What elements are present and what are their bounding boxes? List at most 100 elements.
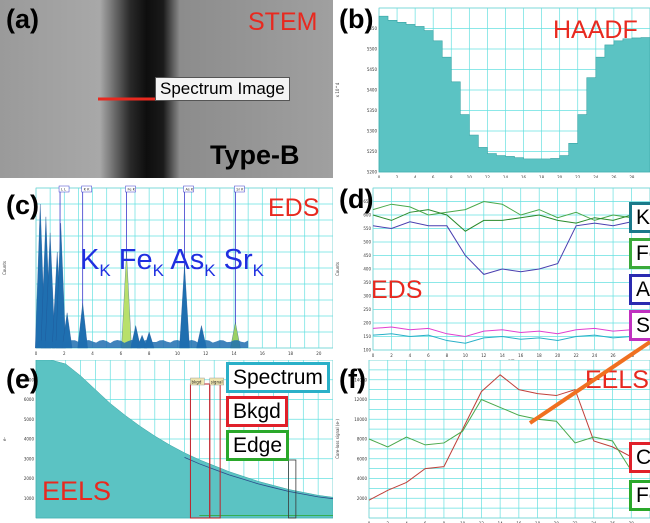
y-tick-label: 450: [363, 253, 371, 258]
x-tick-label: 12: [481, 353, 487, 358]
panel-c-title: EDS: [268, 196, 319, 221]
panel-f: 0246810121416182022242628200040006000800…: [333, 360, 650, 523]
panel-d-title: EDS: [371, 278, 422, 303]
y-tick-label: 100: [363, 348, 371, 353]
panel-e: bkgd signal 1000 2000 3000 4000 5000 6000 7000 e-…: [0, 360, 333, 523]
y-tick-label: 1000: [24, 496, 35, 501]
y-axis-label: Counts: [2, 261, 7, 275]
eds-profile-chart: 0 2 4 6 8 10 12 14 16 18 20 22 24 26 28100150200250300…: [333, 178, 650, 360]
element-label-as: AsK: [170, 244, 215, 276]
legend-spectrum: Spectrum: [226, 362, 330, 393]
y-tick-label: 5250: [367, 149, 378, 154]
spectrum-image-label: Spectrum Image: [155, 77, 290, 101]
x-tick-label: 28: [629, 353, 635, 358]
panel-a-title: STEM: [248, 10, 317, 35]
legend-c: C: [629, 442, 650, 473]
panel-a-letter: (a): [6, 6, 39, 33]
x-tick-label: 2: [390, 353, 393, 358]
y-tick-label: 200: [363, 321, 371, 326]
y-axis-label: Counts: [335, 262, 340, 276]
legend-edge: Edge: [226, 430, 289, 461]
x-tick-label: 18: [537, 353, 543, 358]
panel-b: 0 2 4 6 8 10 12 14 16 18 20 22 24 26 28 5200 5250 5300 535…: [333, 0, 650, 178]
panel-f-title: EELS: [585, 368, 649, 393]
y-tick-label: 250: [363, 307, 371, 312]
peak-tag: K K: [84, 188, 90, 192]
y-tick-label: 150: [363, 334, 371, 339]
window-tag: signal: [211, 380, 223, 385]
eds-element-labels: KK FeK AsK SrK: [80, 244, 264, 281]
y-tick-label: 5350: [367, 108, 378, 113]
panel-d: 0 2 4 6 8 10 12 14 16 18 20 22 24 26 28 100 150 200 250 300…: [333, 178, 650, 360]
panel-c: L L K K Fe K As K Sr K 0 2 4 6 8 10 12 14 16 18 20 Count…: [0, 178, 333, 360]
y-axis-label: Core-loss signal (e-): [335, 419, 340, 459]
y-tick-label: 4000: [24, 437, 35, 442]
x-tick-label: 4: [409, 353, 412, 358]
x-tick-label: 16: [260, 351, 266, 356]
y-tick-label: 5450: [367, 67, 378, 72]
x-tick-label: 4: [91, 351, 94, 356]
y-tick-label: 8000: [357, 437, 368, 442]
y-tick-label: 6000: [24, 397, 35, 402]
y-tick-label: 5300: [367, 129, 378, 134]
panel-c-letter: (c): [6, 192, 39, 219]
y-axis-label: x 10^4: [335, 82, 340, 97]
y-tick-label: 550: [363, 226, 371, 231]
peak-tag: Sr K: [236, 188, 244, 192]
x-tick-label: 22: [574, 353, 580, 358]
panel-b-title: HAADF: [553, 18, 638, 43]
y-tick-label: 5400: [367, 88, 378, 93]
x-tick-label: 0: [35, 351, 38, 356]
element-label-k: KK: [80, 244, 111, 276]
legend-fe: Fe: [629, 238, 650, 269]
peak-tag: Fe K: [128, 188, 136, 192]
panel-e-title: EELS: [42, 478, 111, 505]
legend-sr: Sr: [629, 310, 650, 341]
panel-e-letter: (e): [6, 366, 39, 393]
x-tick-label: 8: [148, 351, 151, 356]
window-tag: bkgd: [191, 380, 201, 385]
x-tick-label: 0: [372, 353, 375, 358]
y-tick-label: 2000: [357, 496, 368, 501]
y-tick-label: 10000: [354, 417, 367, 422]
legend-bkgd: Bkgd: [226, 396, 288, 427]
x-tick-label: 10: [463, 353, 469, 358]
x-tick-label: 8: [446, 353, 449, 358]
x-tick-label: 20: [555, 353, 561, 358]
x-tick-label: 14: [231, 351, 237, 356]
y-tick-label: 12000: [354, 397, 367, 402]
y-axis-label: e-: [2, 436, 7, 440]
element-label-fe: FeK: [119, 244, 164, 276]
legend-k: K: [629, 202, 650, 233]
y-tick-label: 2000: [24, 476, 35, 481]
y-tick-label: 400: [363, 267, 371, 272]
peak-tag: As K: [186, 188, 194, 192]
x-tick-label: 14: [500, 353, 506, 358]
y-tick-label: 5000: [24, 417, 35, 422]
y-tick-label: 4000: [357, 476, 368, 481]
y-tick-label: 500: [363, 240, 371, 245]
y-tick-label: 5500: [367, 47, 378, 52]
x-tick-label: 2: [63, 351, 66, 356]
x-tick-label: 10: [175, 351, 181, 356]
x-tick-label: 24: [592, 353, 598, 358]
x-tick-label: 16: [518, 353, 524, 358]
type-label: Type-B: [210, 140, 300, 171]
panel-a: (a) STEM Spectrum Image Type-B: [0, 0, 333, 178]
x-tick-label: 20: [316, 351, 322, 356]
y-tick-label: 6000: [357, 456, 368, 461]
panel-d-letter: (d): [339, 186, 373, 213]
y-tick-label: 5200: [367, 170, 378, 175]
legend-fe-eels: Fe: [629, 480, 650, 511]
y-tick-label: 3000: [24, 456, 35, 461]
x-tick-label: 18: [288, 351, 294, 356]
x-tick-label: 26: [611, 353, 617, 358]
x-tick-label: 12: [203, 351, 209, 356]
x-tick-label: 6: [120, 351, 123, 356]
element-label-sr: SrK: [224, 244, 264, 276]
x-tick-label: 6: [427, 353, 430, 358]
panel-f-letter: (f): [339, 366, 366, 393]
panel-b-letter: (b): [339, 6, 373, 33]
legend-as: As: [629, 274, 650, 305]
peak-tag: L L: [61, 188, 66, 192]
